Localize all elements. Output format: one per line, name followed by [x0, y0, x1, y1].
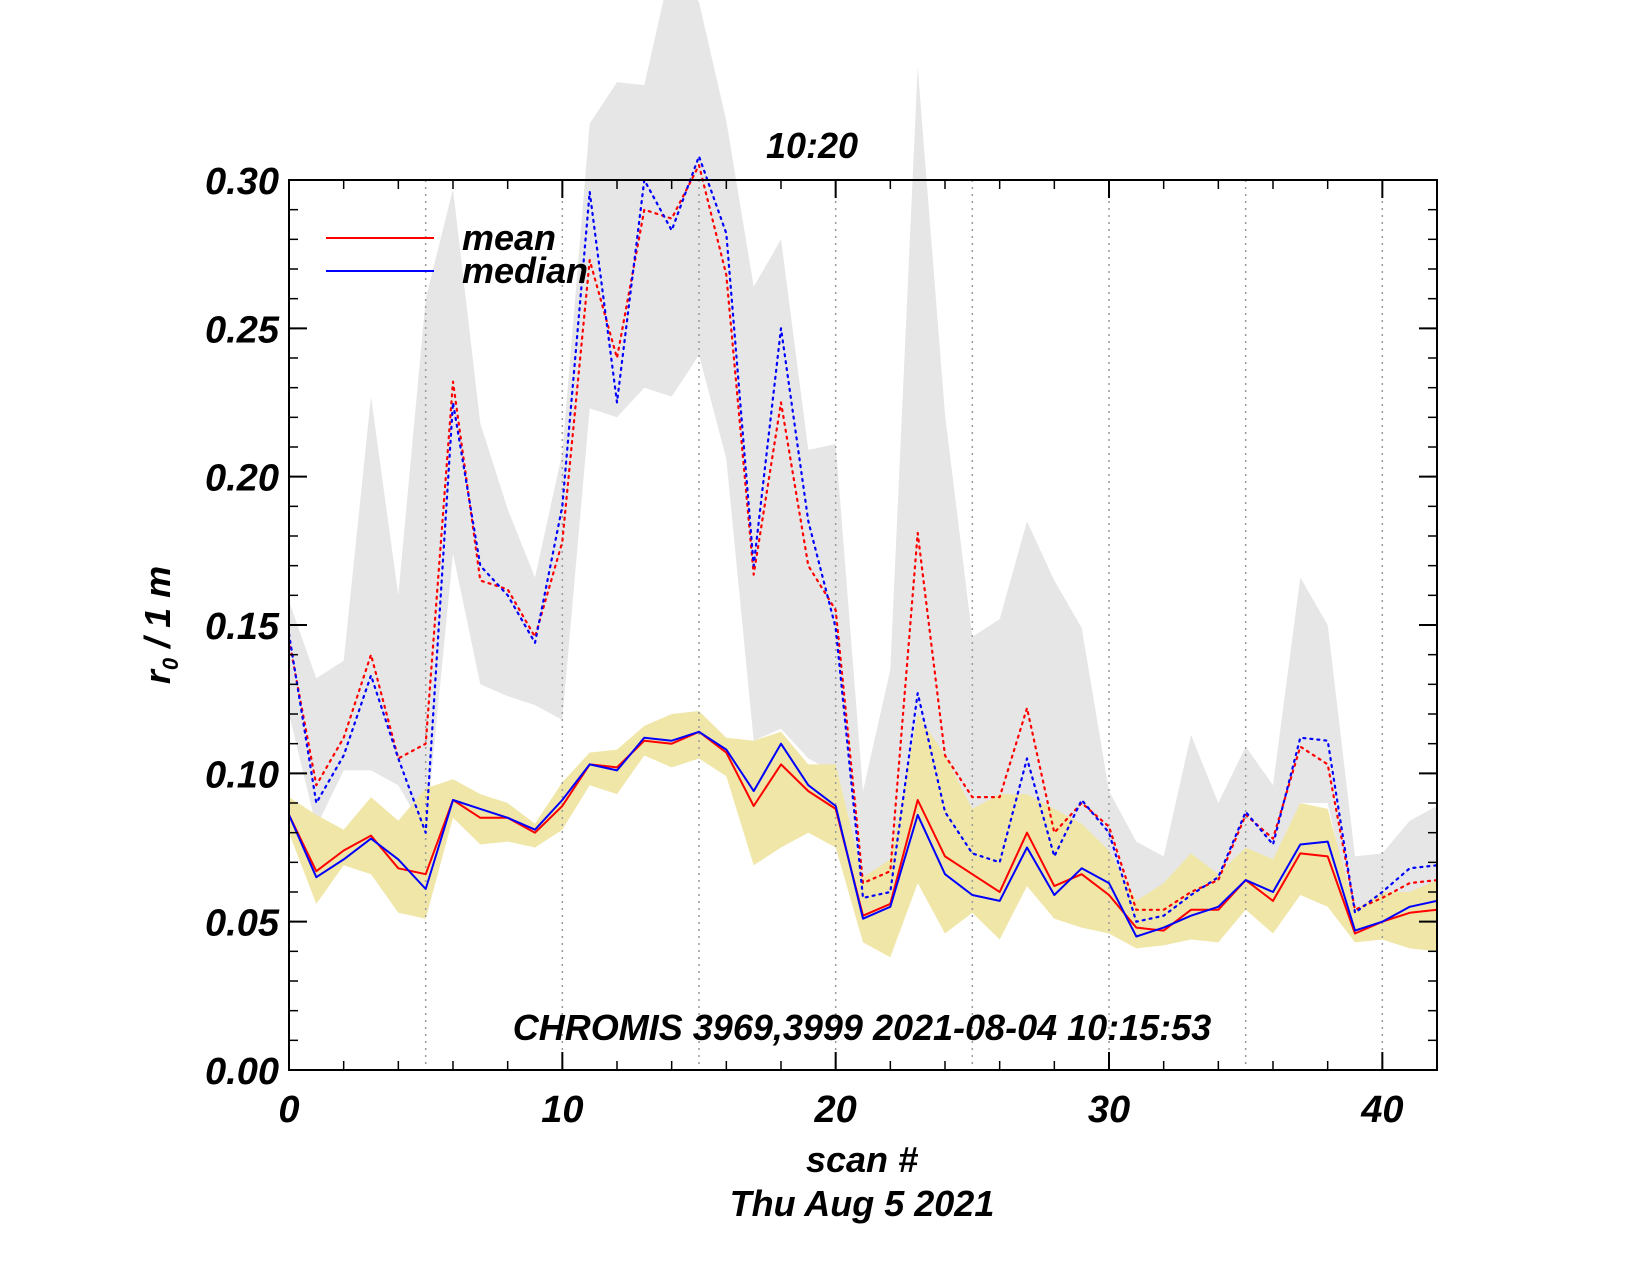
y-tick-label: 0.10 [205, 754, 279, 796]
legend-label-median: median [462, 250, 588, 291]
y-axis-label-unit: / 1 m [137, 566, 178, 658]
x-tick-label: 20 [814, 1089, 857, 1131]
band-yellow [289, 711, 1437, 958]
x-axis-label: scan # [806, 1139, 918, 1180]
x-tick-label: 0 [278, 1089, 299, 1131]
y-tick-label: 0.05 [205, 903, 280, 945]
date-label: Thu Aug 5 2021 [730, 1183, 995, 1224]
y-tick-label: 0.15 [205, 606, 280, 648]
svg-text:r0 / 1 m: r0 / 1 m [137, 566, 183, 684]
annotation: CHROMIS 3969,3999 2021-08-04 10:15:53 [513, 1007, 1211, 1048]
series-line-median-dotted [289, 155, 1437, 923]
y-tick-label: 0.25 [205, 309, 280, 351]
legend-label-mean: mean [462, 217, 556, 258]
y-axis-label: r0 / 1 m [137, 566, 183, 684]
bands-group [289, 0, 1437, 958]
y-tick-label: 0.30 [205, 161, 279, 203]
x-tick-label: 10 [541, 1089, 583, 1131]
y-axis-label-subscript: 0 [158, 657, 183, 670]
x-tick-label: 40 [1360, 1089, 1403, 1131]
series-group [289, 155, 1437, 938]
x-tick-label: 30 [1088, 1089, 1130, 1131]
series-line-median [289, 730, 1437, 938]
vertical-gridlines [424, 180, 1384, 1070]
y-axis-label-r: r [137, 668, 178, 684]
series-line-mean-dotted [289, 164, 1437, 911]
y-tick-label: 0.20 [205, 458, 279, 500]
ticks-group: 0.00 0.05 0.10 0.15 0.20 0.25 0.30 0 10 20 30 40 [205, 161, 1438, 1131]
band-grey [289, 0, 1437, 922]
chart-title: 10:20 [766, 125, 858, 166]
y-tick-label: 0.00 [205, 1051, 279, 1093]
